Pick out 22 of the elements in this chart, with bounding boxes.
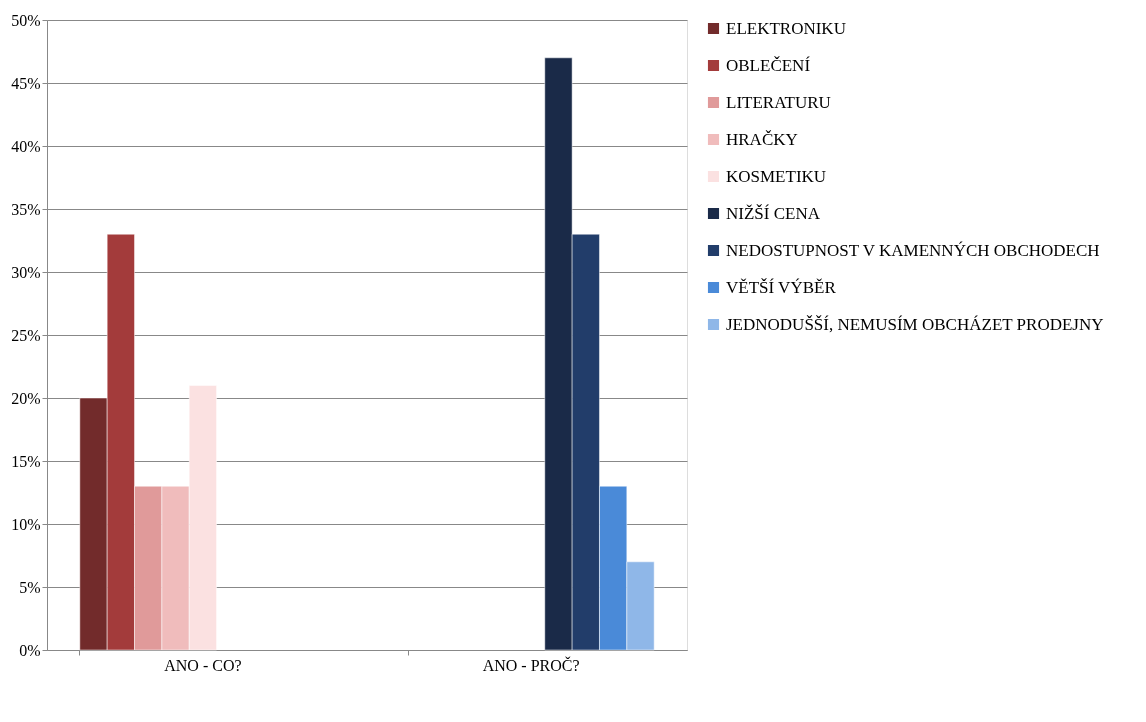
x-tick-label: ANO - PROČ? (482, 655, 580, 674)
legend-label: ELEKTRONIKU (726, 18, 846, 38)
y-tick-label: 0% (19, 641, 41, 659)
y-tick-label: 25% (11, 326, 41, 344)
x-tick-label: ANO - CO? (164, 656, 242, 674)
y-tick-label: 45% (11, 74, 41, 92)
y-tick-label: 10% (11, 515, 41, 533)
legend-label: OBLEČENÍ (726, 55, 811, 75)
y-tick-label: 30% (11, 263, 41, 281)
y-tick-label: 20% (11, 389, 41, 407)
y-tick-label: 35% (11, 200, 41, 218)
legend-label: KOSMETIKU (726, 166, 827, 186)
legend-label: NIŽŠÍ CENA (726, 203, 821, 223)
legend-label: HRAČKY (726, 129, 798, 149)
legend-label: VĚTŠÍ VÝBĚR (726, 277, 837, 297)
y-tick-label: 5% (19, 578, 41, 596)
y-tick-label: 50% (11, 11, 41, 29)
y-tick-label: 15% (11, 452, 41, 470)
legend-label: JEDNODUŠŠÍ, NEMUSÍM OBCHÁZET PRODEJNY (726, 314, 1104, 334)
y-tick-label: 40% (11, 137, 41, 155)
legend-label: LITERATURU (726, 92, 831, 112)
legend-label: NEDOSTUPNOST V KAMENNÝCH OBCHODECH (726, 240, 1100, 260)
